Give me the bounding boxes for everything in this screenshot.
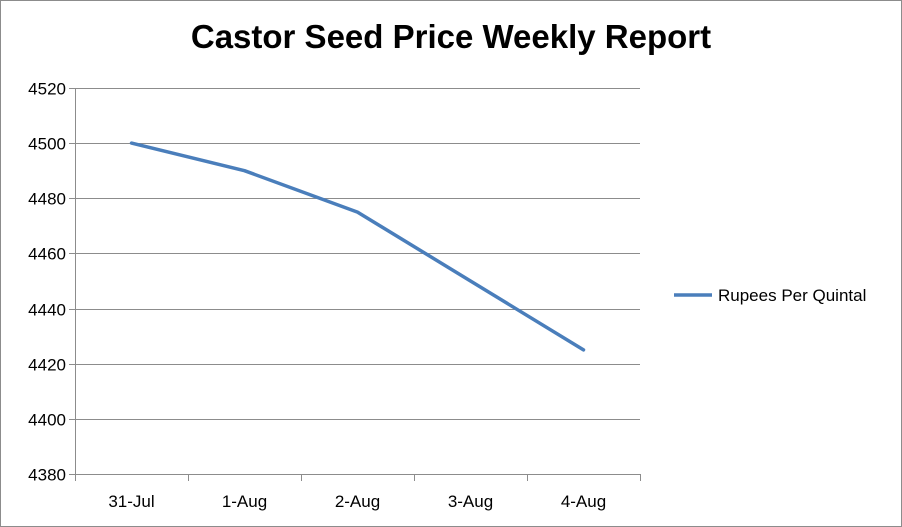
x-tick-label: 1-Aug [222,492,267,511]
y-tick-label: 4420 [28,356,66,375]
x-tick-label: 2-Aug [335,492,380,511]
x-axis-tick-labels: 31-Jul 1-Aug 2-Aug 3-Aug 4-Aug [108,492,606,511]
axes [69,88,641,481]
y-tick-label: 4520 [28,80,66,99]
y-tick-label: 4500 [28,135,66,154]
x-tick-label: 31-Jul [108,492,154,511]
series-lines [129,141,586,352]
gridlines [75,88,640,420]
x-tick-label: 4-Aug [561,492,606,511]
y-tick-label: 4460 [28,245,66,264]
legend: Rupees Per Quintal [674,286,866,305]
x-tick-label: 3-Aug [448,492,493,511]
legend-label: Rupees Per Quintal [718,286,866,305]
y-tick-label: 4480 [28,190,66,209]
y-tick-label: 4400 [28,411,66,430]
series-line-0 [129,141,586,352]
y-tick-label: 4440 [28,301,66,320]
y-axis-tick-labels: 4380 4400 4420 4440 4460 4480 4500 4520 [28,80,66,485]
y-tick-label: 4380 [28,466,66,485]
chart-title: Castor Seed Price Weekly Report [190,18,712,55]
